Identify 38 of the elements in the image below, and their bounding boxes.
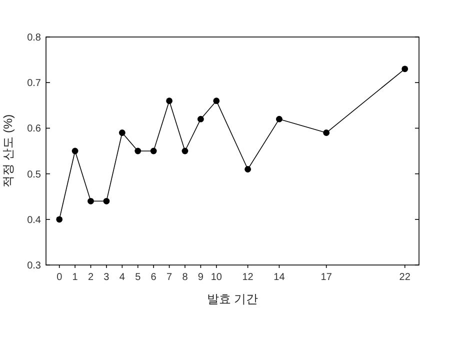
y-tick-label: 0.7 xyxy=(27,78,42,90)
point xyxy=(244,166,252,172)
point xyxy=(197,116,204,122)
x-tick-label: 8 xyxy=(182,272,188,283)
y-tick-label: 0.4 xyxy=(27,214,42,226)
point xyxy=(56,216,63,223)
x-tick-label: 14 xyxy=(274,272,286,283)
x-axis-title: 발효 기간 xyxy=(206,292,258,306)
x-tick-label: 17 xyxy=(320,272,332,283)
x-tick-label: 22 xyxy=(399,272,411,283)
point xyxy=(134,148,142,154)
point xyxy=(276,116,282,122)
point xyxy=(72,148,78,154)
point xyxy=(213,98,220,104)
x-tick-label: 5 xyxy=(135,272,142,283)
point xyxy=(166,98,172,104)
x-tick-label: 0 xyxy=(56,272,63,283)
y-tick-label: 0.3 xyxy=(27,260,42,272)
x-tick-label: 3 xyxy=(104,272,110,283)
y-tick-label: 0.8 xyxy=(27,32,42,44)
y-tick-label: 0.6 xyxy=(27,124,42,135)
point xyxy=(118,130,126,136)
point xyxy=(182,148,188,154)
x-tick-label: 7 xyxy=(166,272,173,283)
x-tick-label: 2 xyxy=(88,272,94,283)
point xyxy=(323,130,330,136)
point xyxy=(402,66,408,72)
x-tick-label: 9 xyxy=(198,272,204,283)
point xyxy=(88,198,94,204)
y-tick-label: 0.5 xyxy=(27,169,42,180)
x-tick-label: 4 xyxy=(119,272,126,283)
x-tick-label: 12 xyxy=(242,272,254,283)
x-tick-label: 10 xyxy=(210,272,222,283)
x-tick-label: 1 xyxy=(72,272,78,283)
y-axis-title: 적정 산도 (%) xyxy=(1,114,15,188)
x-tick-label: 6 xyxy=(150,272,157,283)
point xyxy=(150,148,157,154)
point xyxy=(103,198,110,204)
